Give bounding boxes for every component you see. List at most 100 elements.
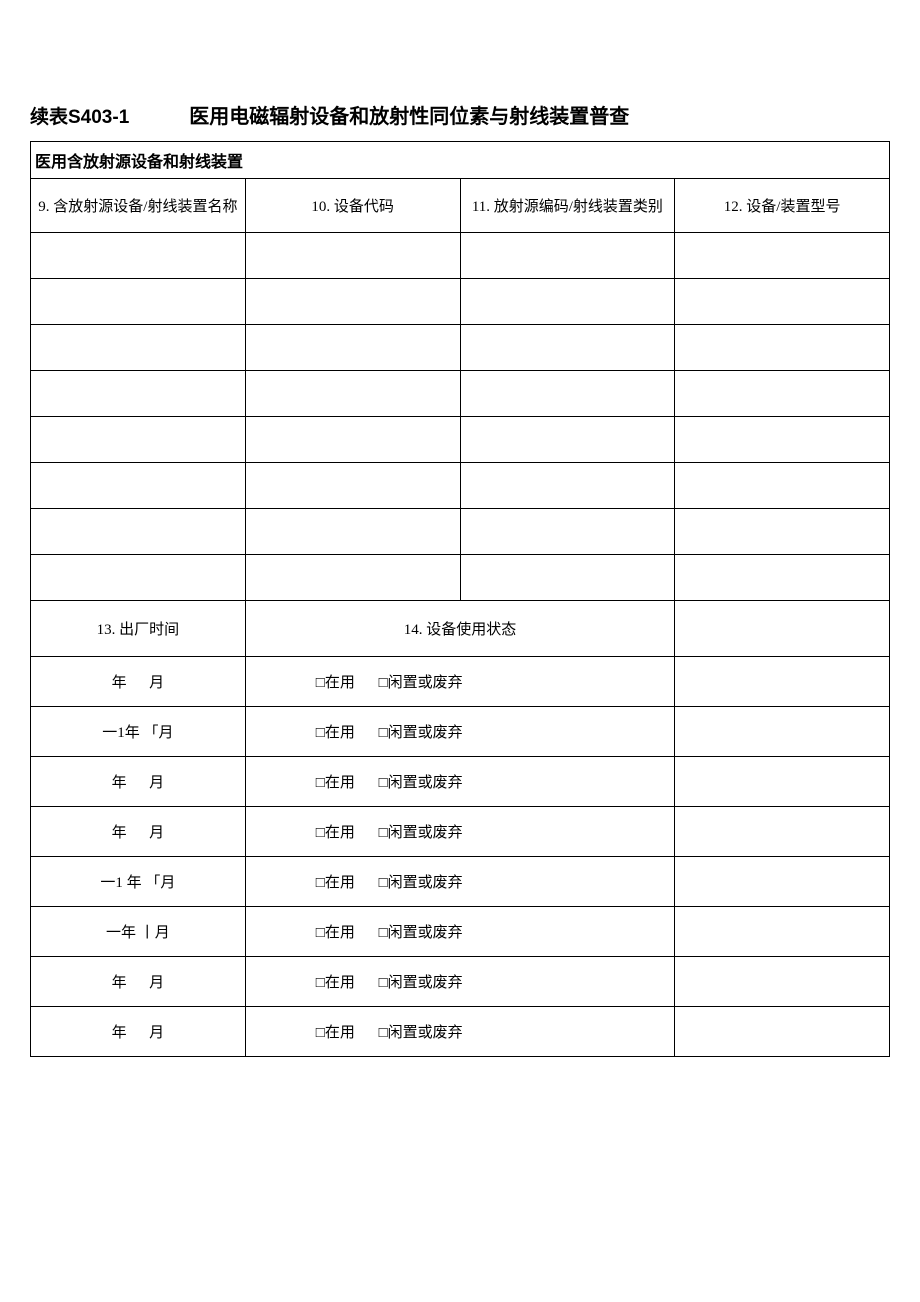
- cell[interactable]: [460, 509, 675, 555]
- form-header: 续表S403-1 医用电磁辐射设备和放射性同位素与射线装置普查: [30, 100, 890, 129]
- checkbox-idle[interactable]: □闲置或废弃: [379, 771, 463, 792]
- checkbox-idle[interactable]: □闲置或废弃: [379, 671, 463, 692]
- col-header-9: 9. 含放射源设备/射线装置名称: [31, 179, 246, 233]
- checkbox-icon: □: [316, 925, 325, 941]
- month-value: 「: [145, 875, 160, 891]
- date-cell[interactable]: 一1 年 「月: [31, 857, 246, 907]
- year-value: 一1: [100, 875, 126, 891]
- checkbox-icon: □: [316, 775, 325, 791]
- blank-cell[interactable]: [675, 657, 890, 707]
- checkbox-in-use[interactable]: □在用: [316, 871, 355, 892]
- cell[interactable]: [675, 325, 890, 371]
- cell[interactable]: [675, 463, 890, 509]
- date-cell[interactable]: 年 月: [31, 657, 246, 707]
- month-value: 丨: [140, 925, 155, 941]
- cell[interactable]: [31, 279, 246, 325]
- cell[interactable]: [675, 417, 890, 463]
- cell[interactable]: [245, 325, 460, 371]
- checkbox-idle[interactable]: □闲置或废弃: [379, 1021, 463, 1042]
- checkbox-icon: □: [316, 1025, 325, 1041]
- status-cell: □在用 □闲置或废弃: [245, 757, 675, 807]
- blank-cell[interactable]: [675, 857, 890, 907]
- cell[interactable]: [245, 555, 460, 601]
- checkbox-icon: □: [379, 725, 388, 741]
- cell[interactable]: [675, 233, 890, 279]
- date-cell[interactable]: 年 月: [31, 807, 246, 857]
- cell[interactable]: [31, 509, 246, 555]
- cell[interactable]: [460, 417, 675, 463]
- date-cell[interactable]: 一1年 「月: [31, 707, 246, 757]
- cell[interactable]: [460, 233, 675, 279]
- col-header-10: 10. 设备代码: [245, 179, 460, 233]
- status-row-5: 一1 年 「月 □在用 □闲置或废弃: [31, 857, 890, 907]
- cell[interactable]: [460, 279, 675, 325]
- cell[interactable]: [245, 463, 460, 509]
- status-cell: □在用 □闲置或废弃: [245, 807, 675, 857]
- cell[interactable]: [31, 417, 246, 463]
- cell[interactable]: [675, 555, 890, 601]
- checkbox-in-use[interactable]: □在用: [316, 921, 355, 942]
- month-label: 月: [149, 775, 164, 791]
- date-cell[interactable]: 一年 丨月: [31, 907, 246, 957]
- col-header-blank: [675, 601, 890, 657]
- checkbox-idle[interactable]: □闲置或废弃: [379, 821, 463, 842]
- checkbox-icon: □: [379, 1025, 388, 1041]
- date-cell[interactable]: 年 月: [31, 1007, 246, 1057]
- blank-cell[interactable]: [675, 907, 890, 957]
- form-title: 医用电磁辐射设备和放射性同位素与射线装置普查: [189, 100, 629, 129]
- cell[interactable]: [245, 233, 460, 279]
- year-label: 年: [112, 1025, 127, 1041]
- month-value: 「: [144, 725, 159, 741]
- cell[interactable]: [245, 279, 460, 325]
- checkbox-in-use[interactable]: □在用: [316, 671, 355, 692]
- date-cell[interactable]: 年 月: [31, 957, 246, 1007]
- column-header-row-1: 9. 含放射源设备/射线装置名称 10. 设备代码 11. 放射源编码/射线装置…: [31, 179, 890, 233]
- cell[interactable]: [31, 233, 246, 279]
- cell[interactable]: [675, 371, 890, 417]
- checkbox-in-use[interactable]: □在用: [316, 721, 355, 742]
- cell[interactable]: [675, 279, 890, 325]
- cell[interactable]: [31, 325, 246, 371]
- checkbox-icon: □: [316, 975, 325, 991]
- blank-cell[interactable]: [675, 707, 890, 757]
- column-header-row-2: 13. 出厂时间 14. 设备使用状态: [31, 601, 890, 657]
- cell[interactable]: [675, 509, 890, 555]
- checkbox-idle[interactable]: □闲置或废弃: [379, 871, 463, 892]
- blank-cell[interactable]: [675, 1007, 890, 1057]
- cell[interactable]: [460, 371, 675, 417]
- checkbox-in-use[interactable]: □在用: [316, 971, 355, 992]
- checkbox-in-use[interactable]: □在用: [316, 821, 355, 842]
- checkbox-in-use[interactable]: □在用: [316, 1021, 355, 1042]
- cell[interactable]: [460, 325, 675, 371]
- date-cell[interactable]: 年 月: [31, 757, 246, 807]
- col-header-12: 12. 设备/装置型号: [675, 179, 890, 233]
- status-cell: □在用 □闲置或废弃: [245, 657, 675, 707]
- cell[interactable]: [31, 555, 246, 601]
- month-label: 月: [159, 725, 174, 741]
- checkbox-idle[interactable]: □闲置或废弃: [379, 921, 463, 942]
- form-code: 续表S403-1: [30, 102, 129, 129]
- year-label: 年: [127, 875, 142, 891]
- checkbox-icon: □: [316, 725, 325, 741]
- month-label: 月: [149, 1025, 164, 1041]
- year-value: 一: [106, 925, 121, 941]
- cell[interactable]: [460, 555, 675, 601]
- status-cell: □在用 □闲置或废弃: [245, 957, 675, 1007]
- cell[interactable]: [31, 463, 246, 509]
- blank-cell[interactable]: [675, 757, 890, 807]
- cell[interactable]: [31, 371, 246, 417]
- section-header-row: 医用含放射源设备和射线装置: [31, 142, 890, 179]
- col-header-13: 13. 出厂时间: [31, 601, 246, 657]
- cell[interactable]: [245, 509, 460, 555]
- cell[interactable]: [245, 371, 460, 417]
- checkbox-idle[interactable]: □闲置或废弃: [379, 971, 463, 992]
- cell[interactable]: [245, 417, 460, 463]
- checkbox-idle[interactable]: □闲置或废弃: [379, 721, 463, 742]
- status-row-1: 年 月 □在用 □闲置或废弃: [31, 657, 890, 707]
- cell[interactable]: [460, 463, 675, 509]
- year-label: 年: [112, 825, 127, 841]
- blank-cell[interactable]: [675, 807, 890, 857]
- checkbox-in-use[interactable]: □在用: [316, 771, 355, 792]
- status-cell: □在用 □闲置或废弃: [245, 1007, 675, 1057]
- blank-cell[interactable]: [675, 957, 890, 1007]
